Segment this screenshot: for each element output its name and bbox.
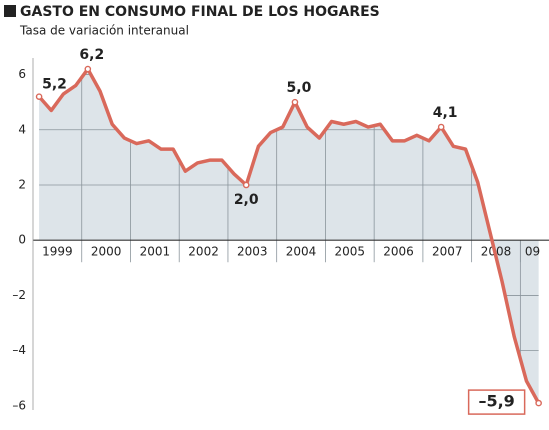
y-tick-label: 4 (18, 122, 26, 136)
point-marker (84, 65, 92, 73)
point-marker (535, 399, 542, 407)
chart-title: GASTO EN CONSUMO FINAL DE LOS HOGARES (20, 4, 380, 20)
x-tick-label: 2005 (335, 245, 366, 259)
area (39, 69, 539, 404)
line (37, 67, 541, 404)
chart-subtitle: Tasa de variación interanual (19, 24, 189, 38)
x-tick-label: 2002 (188, 245, 219, 259)
y-tick-label: 2 (18, 177, 26, 191)
x-tick-label: 2004 (286, 245, 317, 259)
y-tick-label: –6 (12, 398, 26, 412)
data-label: 6,2 (79, 47, 104, 63)
x-tick-label: 2003 (237, 245, 268, 259)
label-box (467, 389, 526, 415)
y-tick-label: 6 (18, 67, 26, 81)
x-tick-label: 09 (525, 245, 540, 259)
data-label: 5,2 (42, 77, 67, 93)
y-tick-label: –2 (12, 288, 26, 302)
x-tick-label: 1999 (42, 245, 73, 259)
x-tick-label: 2000 (91, 245, 122, 259)
point-marker (35, 93, 43, 100)
data-label: –5,9 (478, 392, 514, 411)
data-label: 4,1 (433, 105, 458, 121)
x-tick-label: 2006 (383, 245, 414, 259)
point-marker (291, 98, 299, 106)
x-tick-label: 2001 (140, 245, 171, 259)
title-marker (4, 5, 16, 17)
point-marker (437, 123, 445, 131)
point-marker (242, 181, 250, 189)
y-tick-label: 0 (18, 233, 26, 247)
x-tick-label: 2007 (432, 245, 463, 259)
data-label: 2,0 (234, 192, 259, 208)
data-label: 5,0 (287, 80, 312, 96)
y-tick-label: –4 (12, 343, 26, 357)
